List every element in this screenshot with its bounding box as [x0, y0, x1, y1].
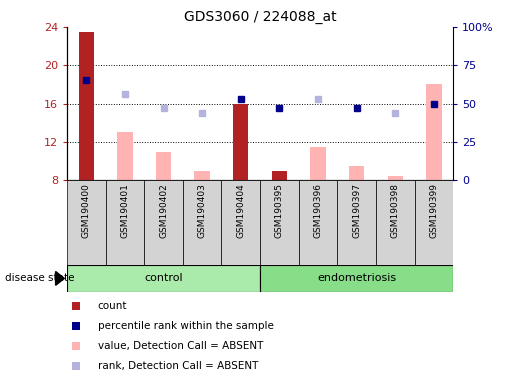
Bar — [426, 84, 442, 180]
Bar — [78, 32, 94, 180]
Bar — [144, 180, 183, 265]
Bar — [337, 180, 376, 265]
Text: GSM190395: GSM190395 — [275, 183, 284, 238]
Bar — [106, 180, 144, 265]
Bar — [221, 180, 260, 265]
Text: GSM190400: GSM190400 — [82, 183, 91, 238]
Bar — [183, 180, 221, 265]
Bar — [299, 180, 337, 265]
Bar — [67, 265, 260, 292]
Text: count: count — [98, 301, 127, 311]
Text: GSM190398: GSM190398 — [391, 183, 400, 238]
Bar — [233, 104, 249, 180]
Text: GSM190404: GSM190404 — [236, 183, 245, 238]
Text: GSM190401: GSM190401 — [121, 183, 129, 238]
Bar — [260, 180, 299, 265]
Bar — [349, 166, 364, 180]
Bar — [156, 152, 171, 180]
Text: GSM190396: GSM190396 — [314, 183, 322, 238]
Bar — [67, 180, 106, 265]
Text: GSM190403: GSM190403 — [198, 183, 207, 238]
Text: GSM190397: GSM190397 — [352, 183, 361, 238]
Bar — [272, 171, 287, 180]
Bar — [387, 176, 403, 180]
Text: endometriosis: endometriosis — [317, 273, 396, 283]
Text: disease state: disease state — [5, 273, 75, 283]
Bar — [376, 180, 415, 265]
Text: GSM190402: GSM190402 — [159, 183, 168, 238]
Bar — [310, 147, 325, 180]
Polygon shape — [56, 271, 64, 285]
Bar — [415, 180, 453, 265]
Text: value, Detection Call = ABSENT: value, Detection Call = ABSENT — [98, 341, 263, 351]
Bar — [117, 132, 133, 180]
Text: rank, Detection Call = ABSENT: rank, Detection Call = ABSENT — [98, 361, 258, 371]
Text: percentile rank within the sample: percentile rank within the sample — [98, 321, 273, 331]
Title: GDS3060 / 224088_at: GDS3060 / 224088_at — [184, 10, 336, 25]
Text: control: control — [144, 273, 183, 283]
Bar — [194, 171, 210, 180]
Bar — [260, 265, 453, 292]
Text: GSM190399: GSM190399 — [430, 183, 438, 238]
